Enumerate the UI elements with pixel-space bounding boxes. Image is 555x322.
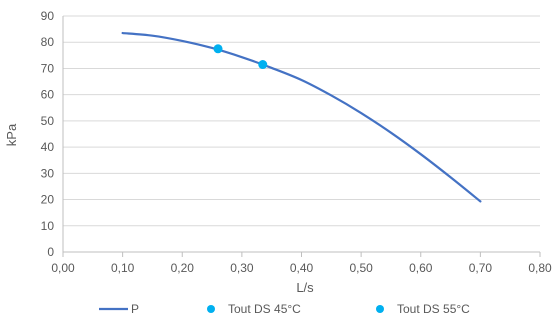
- y-tick-label: 30: [41, 166, 55, 180]
- y-tick-label: 90: [41, 9, 55, 23]
- x-tick-label: 0,00: [51, 261, 75, 275]
- y-tick-labels: 0 10 20 30 40 50 60 70 80 90: [41, 9, 55, 259]
- axes: [62, 16, 541, 257]
- y-tick-label: 10: [41, 219, 55, 233]
- plot-area: [121, 31, 482, 203]
- x-tick-label: 0,60: [409, 261, 433, 275]
- y-axis-label: kPa: [4, 123, 19, 146]
- data-point: [213, 44, 223, 54]
- legend-label: Tout DS 45°C: [228, 302, 301, 316]
- legend-label: P: [131, 302, 139, 316]
- legend-dot-marker: [207, 305, 215, 313]
- x-tick-label: 0,20: [171, 261, 195, 275]
- y-tick-label: 80: [41, 35, 55, 49]
- legend-item: Tout DS 55°C: [376, 302, 470, 316]
- gridlines: [63, 15, 540, 227]
- y-tick-label: 60: [41, 88, 55, 102]
- x-tick-label: 0,80: [528, 261, 552, 275]
- x-tick-label: 0,10: [111, 261, 135, 275]
- series-line-p: [121, 31, 482, 203]
- y-tick-label: 0: [47, 245, 54, 259]
- y-tick-label: 40: [41, 140, 55, 154]
- y-tick-label: 20: [41, 193, 55, 207]
- y-tick-label: 50: [41, 114, 55, 128]
- data-point: [258, 60, 268, 70]
- x-axis-label: L/s: [296, 280, 314, 295]
- legend: P Tout DS 45°C Tout DS 55°C: [99, 302, 470, 316]
- x-tick-labels: 0,00 0,10 0,20 0,30 0,40 0,50 0,60 0,70 0,80: [51, 261, 552, 275]
- x-tick-label: 0,40: [290, 261, 314, 275]
- legend-label: Tout DS 55°C: [397, 302, 470, 316]
- legend-item: P: [99, 302, 139, 316]
- legend-item: Tout DS 45°C: [207, 302, 301, 316]
- x-tick-label: 0,30: [230, 261, 254, 275]
- x-tick-label: 0,50: [349, 261, 373, 275]
- legend-dot-marker: [376, 305, 384, 313]
- y-tick-label: 70: [41, 61, 55, 75]
- x-tick-label: 0,70: [469, 261, 493, 275]
